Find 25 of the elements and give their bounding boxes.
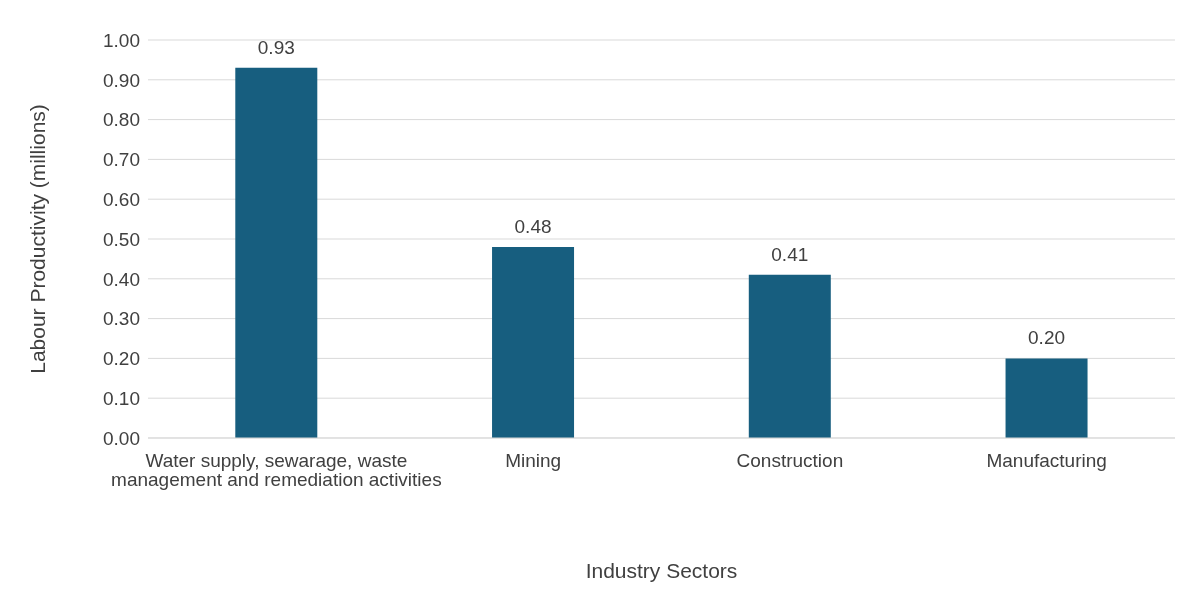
bar — [1005, 358, 1088, 438]
y-tick-label: 0.50 — [103, 228, 140, 250]
y-tick-label: 0.00 — [103, 427, 140, 449]
y-tick-label: 0.90 — [103, 69, 140, 91]
bar — [235, 67, 318, 438]
data-label: 0.41 — [771, 243, 809, 265]
y-tick-label: 0.40 — [103, 268, 140, 290]
bar — [492, 246, 575, 438]
x-tick-label: Construction — [736, 450, 844, 472]
y-tick-label: 0.60 — [103, 188, 140, 210]
y-tick-label: 0.20 — [103, 348, 140, 370]
y-tick-label: 1.00 — [103, 29, 140, 51]
y-axis-title: Labour Productivity (millions) — [26, 104, 50, 374]
bar — [748, 274, 831, 438]
y-tick-label: 0.10 — [103, 387, 140, 409]
x-axis-title: Industry Sectors — [585, 559, 738, 582]
x-tick-label: Mining — [505, 450, 562, 472]
x-tick-label: Manufacturing — [986, 450, 1107, 472]
data-label: 0.48 — [514, 215, 552, 237]
y-tick-label: 0.30 — [103, 308, 140, 330]
x-tick-label: Water supply, sewarage, waste management and remediation activities — [111, 450, 442, 491]
y-tick-label: 0.70 — [103, 149, 140, 171]
data-label: 0.20 — [1028, 327, 1066, 349]
y-tick-label: 0.80 — [103, 109, 140, 131]
data-label: 0.93 — [257, 36, 295, 58]
